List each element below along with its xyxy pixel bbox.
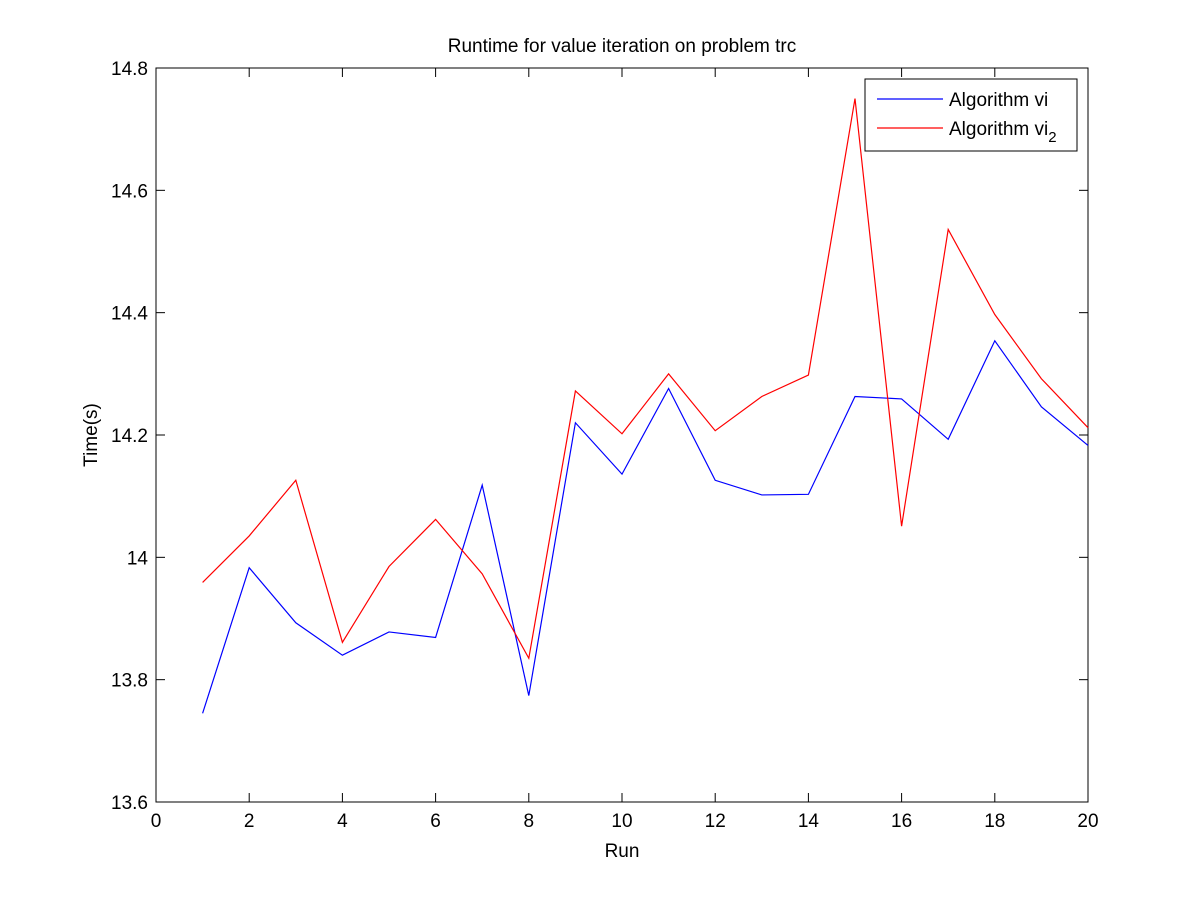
- x-tick-label: 10: [611, 811, 632, 832]
- legend-label-subscript: 2: [1048, 129, 1056, 146]
- plot-area: [155, 67, 1089, 803]
- x-tick-label: 0: [151, 811, 162, 832]
- series-line-1: [202, 339, 1089, 714]
- x-tick-label: 20: [1077, 811, 1098, 832]
- legend-box: [864, 78, 1078, 152]
- y-tick-label: 14: [127, 548, 149, 569]
- y-tick-label: 13.6: [111, 793, 148, 814]
- legend-label-1: Algorithm vi: [949, 90, 1048, 111]
- series-line-2: [202, 98, 1089, 661]
- y-axis: 13.6 13.8 14 14.2 14.4 14.6 14.8: [111, 59, 1088, 814]
- x-tick-label: 16: [891, 811, 912, 832]
- x-tick-label: 12: [705, 811, 726, 832]
- y-tick-label: 13.8: [111, 671, 148, 692]
- y-tick-label: 14.8: [111, 59, 148, 80]
- x-tick-label: 8: [524, 811, 535, 832]
- x-tick-label: 18: [984, 811, 1005, 832]
- y-tick-label: 14.2: [111, 426, 148, 447]
- plot-frame: [155, 67, 1089, 803]
- x-tick-label: 2: [244, 811, 255, 832]
- y-tick-label: 14.4: [111, 304, 148, 325]
- chart-title: Runtime for value iteration on problem t…: [448, 36, 797, 57]
- x-axis: 0 2 4 6 8 10 12 14 16 18 20: [151, 68, 1099, 832]
- series-layer: [202, 98, 1089, 714]
- x-tick-label: 4: [337, 811, 348, 832]
- x-tick-label: 6: [430, 811, 441, 832]
- x-axis-label: Run: [605, 841, 640, 862]
- y-axis-label: Time(s): [81, 403, 102, 467]
- y-tick-label: 14.6: [111, 181, 148, 202]
- x-tick-label: 14: [798, 811, 820, 832]
